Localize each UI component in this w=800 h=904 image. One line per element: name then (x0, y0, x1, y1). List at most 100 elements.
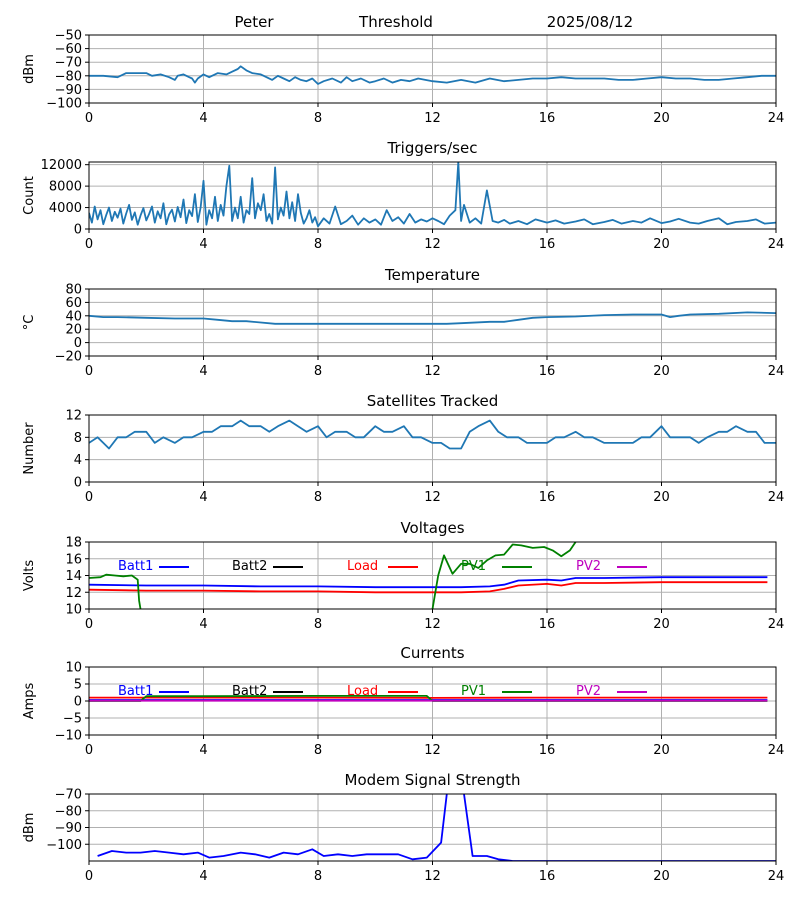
x-tick-label: 12 (424, 364, 441, 379)
x-tick-label: 0 (85, 617, 93, 632)
y-tick-label: 4000 (49, 201, 82, 216)
panel-title: Temperature (384, 266, 480, 284)
header-date: 2025/08/12 (547, 13, 633, 31)
x-tick-label: 0 (85, 490, 93, 505)
x-tick-label: 4 (199, 869, 207, 884)
y-tick-label: 4 (74, 453, 82, 468)
x-tick-label: 16 (539, 617, 556, 632)
x-tick-label: 16 (539, 364, 556, 379)
x-tick-label: 24 (768, 490, 785, 505)
legend-label-batt1: Batt1 (118, 559, 153, 574)
y-tick-label: −80 (55, 804, 82, 819)
header-threshold: Threshold (358, 13, 433, 31)
legend-label-pv1: PV1 (461, 684, 486, 699)
panel-title: Voltages (400, 519, 464, 537)
y-tick-label: −100 (46, 838, 82, 853)
x-tick-label: 24 (768, 869, 785, 884)
x-tick-label: 20 (653, 617, 670, 632)
x-tick-label: 20 (653, 743, 670, 758)
y-tick-label: −100 (46, 97, 82, 112)
x-tick-label: 12 (424, 869, 441, 884)
y-tick-label: 16 (65, 552, 82, 567)
y-tick-label: 5 (74, 678, 82, 693)
legend-label-batt2: Batt2 (232, 684, 267, 699)
y-axis-label: °C (22, 315, 37, 331)
y-tick-label: 8000 (49, 180, 82, 195)
x-tick-label: 0 (85, 111, 93, 126)
y-tick-label: 10 (65, 661, 82, 676)
x-tick-label: 8 (314, 617, 322, 632)
x-tick-label: 8 (314, 743, 322, 758)
x-tick-label: 24 (768, 743, 785, 758)
x-tick-label: 16 (539, 237, 556, 252)
panel-title: Satellites Tracked (367, 392, 498, 410)
legend-label-batt1: Batt1 (118, 684, 153, 699)
y-tick-label: −90 (55, 821, 82, 836)
x-tick-label: 8 (314, 364, 322, 379)
y-tick-label: 18 (65, 536, 82, 551)
legend-label-pv2: PV2 (576, 684, 601, 699)
x-tick-label: 24 (768, 111, 785, 126)
x-tick-label: 4 (199, 617, 207, 632)
x-tick-label: 20 (653, 364, 670, 379)
y-axis-label: dBm (22, 54, 37, 84)
y-tick-label: 0 (74, 476, 82, 491)
y-axis-label: Number (22, 422, 37, 475)
y-tick-label: 0 (74, 223, 82, 238)
x-tick-label: 8 (314, 869, 322, 884)
legend-label-pv2: PV2 (576, 559, 601, 574)
x-tick-label: 4 (199, 111, 207, 126)
x-tick-label: 16 (539, 490, 556, 505)
y-tick-label: 12 (65, 586, 82, 601)
panel-title: Modem Signal Strength (345, 771, 521, 789)
legend-label-load: Load (347, 559, 378, 574)
x-tick-label: 12 (424, 490, 441, 505)
y-tick-label: −5 (63, 712, 82, 727)
y-axis-label: Count (22, 176, 37, 215)
y-tick-label: 14 (65, 569, 82, 584)
y-tick-label: 8 (74, 431, 82, 446)
x-tick-label: 12 (424, 237, 441, 252)
x-tick-label: 12 (424, 617, 441, 632)
x-tick-label: 0 (85, 237, 93, 252)
x-tick-label: 16 (539, 743, 556, 758)
y-tick-label: −20 (55, 350, 82, 365)
x-tick-label: 20 (653, 490, 670, 505)
y-tick-label: −10 (55, 729, 82, 744)
y-axis-label: Volts (22, 560, 37, 592)
x-tick-label: 8 (314, 237, 322, 252)
x-tick-label: 20 (653, 237, 670, 252)
y-axis-label: Amps (22, 682, 37, 719)
x-tick-label: 12 (424, 743, 441, 758)
x-tick-label: 12 (424, 111, 441, 126)
x-tick-label: 24 (768, 364, 785, 379)
panel-title: Triggers/sec (387, 139, 478, 157)
x-tick-label: 4 (199, 237, 207, 252)
x-tick-label: 20 (653, 111, 670, 126)
y-tick-label: 12 (65, 409, 82, 424)
y-tick-label: −70 (55, 788, 82, 803)
x-tick-label: 0 (85, 743, 93, 758)
x-tick-label: 0 (85, 869, 93, 884)
y-tick-label: 10 (65, 603, 82, 618)
x-tick-label: 24 (768, 237, 785, 252)
x-tick-label: 24 (768, 617, 785, 632)
x-tick-label: 8 (314, 111, 322, 126)
x-tick-label: 4 (199, 364, 207, 379)
y-axis-label: dBm (22, 813, 37, 843)
header-station: Peter (234, 13, 274, 31)
legend-label-load: Load (347, 684, 378, 699)
panel-title: Currents (400, 644, 464, 662)
y-tick-label: 12000 (41, 158, 82, 173)
x-tick-label: 0 (85, 364, 93, 379)
x-tick-label: 20 (653, 869, 670, 884)
y-tick-label: 0 (74, 695, 82, 710)
x-tick-label: 4 (199, 490, 207, 505)
x-tick-label: 8 (314, 490, 322, 505)
x-tick-label: 16 (539, 869, 556, 884)
legend-label-pv1: PV1 (461, 559, 486, 574)
x-tick-label: 4 (199, 743, 207, 758)
x-tick-label: 16 (539, 111, 556, 126)
